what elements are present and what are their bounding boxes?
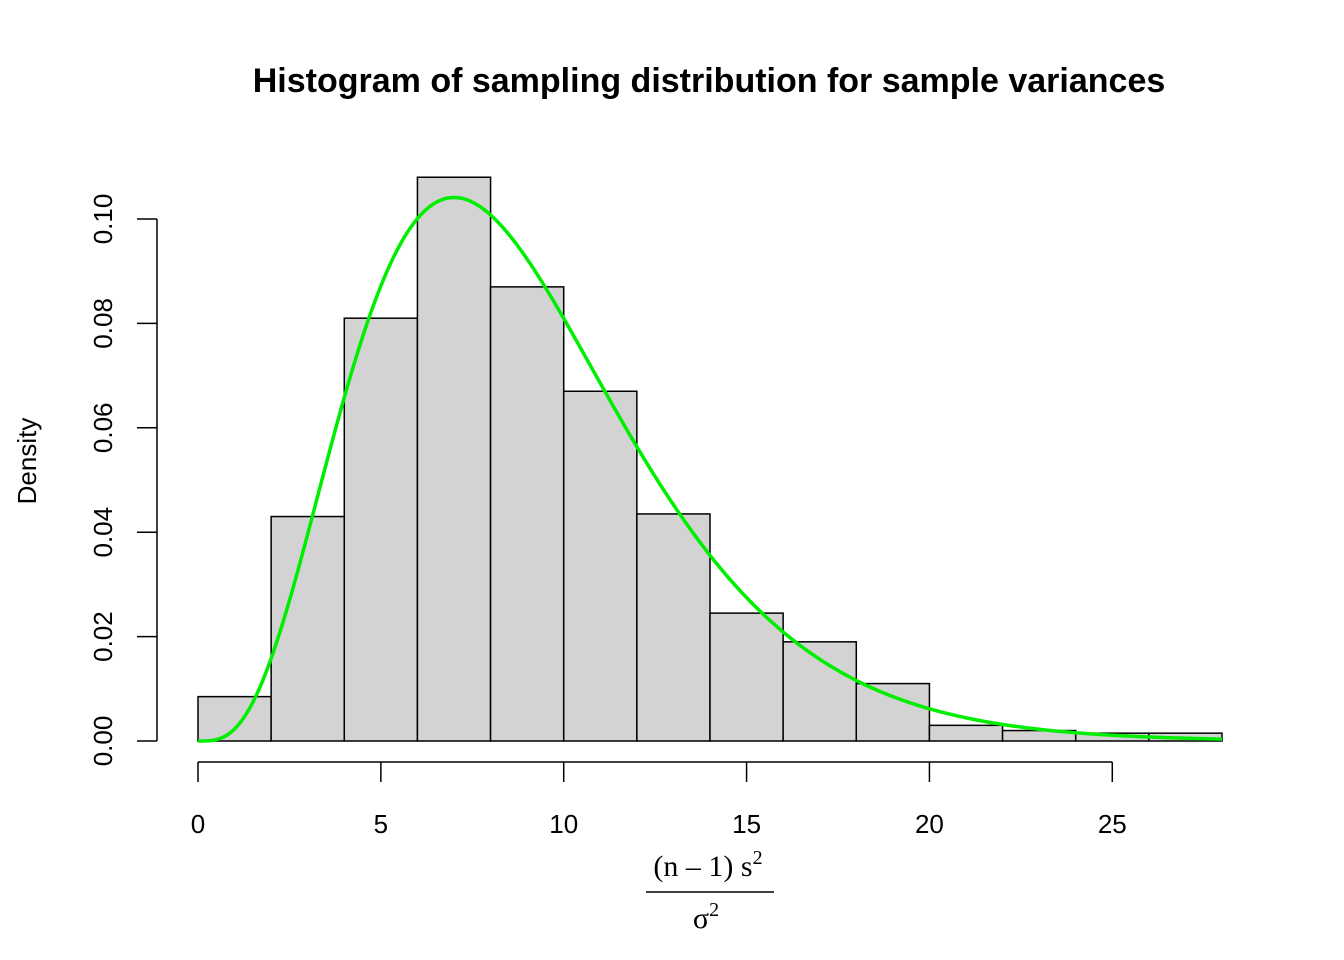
y-tick-label: 0.06 [88, 402, 118, 453]
y-tick-label: 0.04 [88, 507, 118, 558]
x-label-numerator-main: (n – 1) s [653, 850, 752, 883]
density-curve [198, 195, 1223, 743]
x-label-numerator-sup: 2 [753, 847, 763, 869]
x-label-denominator: σ2 [693, 899, 719, 935]
histogram-bar-8 [782, 641, 858, 742]
histogram-bar-2 [343, 317, 419, 742]
x-label-denominator-main: σ [693, 902, 709, 935]
histogram-bar-3 [416, 176, 492, 742]
y-axis: 0.00 0.02 0.04 0.06 0.08 0.10 [88, 194, 158, 767]
histogram-bar-0 [197, 695, 272, 742]
histogram-bars [197, 176, 1223, 742]
histogram-bar-10 [928, 724, 1004, 742]
histogram-bar-1 [270, 515, 346, 742]
y-tick-label: 0.00 [88, 716, 118, 767]
x-tick-label: 15 [732, 809, 761, 839]
x-label-denominator-sup: 2 [709, 899, 719, 921]
histogram-bar-7 [709, 612, 784, 742]
x-axis: 0 5 10 15 20 25 [191, 761, 1127, 839]
y-tick-label: 0.02 [88, 611, 118, 662]
x-axis-label: (n – 1) s2 σ2 [646, 847, 774, 935]
y-axis-label: Density [12, 418, 42, 505]
x-tick-label: 5 [374, 809, 388, 839]
x-tick-label: 25 [1098, 809, 1127, 839]
x-tick-label: 10 [549, 809, 578, 839]
histogram-bar-4 [489, 286, 565, 742]
x-tick-label: 20 [915, 809, 944, 839]
histogram-bar-6 [636, 513, 711, 742]
y-tick-label: 0.10 [88, 194, 118, 245]
chart-title: Histogram of sampling distribution for s… [253, 62, 1166, 100]
x-label-numerator: (n – 1) s2 [653, 847, 762, 883]
x-tick-label: 0 [191, 809, 205, 839]
histogram-bar-5 [562, 390, 638, 742]
histogram-bar-9 [855, 682, 931, 742]
y-tick-label: 0.08 [88, 298, 118, 349]
